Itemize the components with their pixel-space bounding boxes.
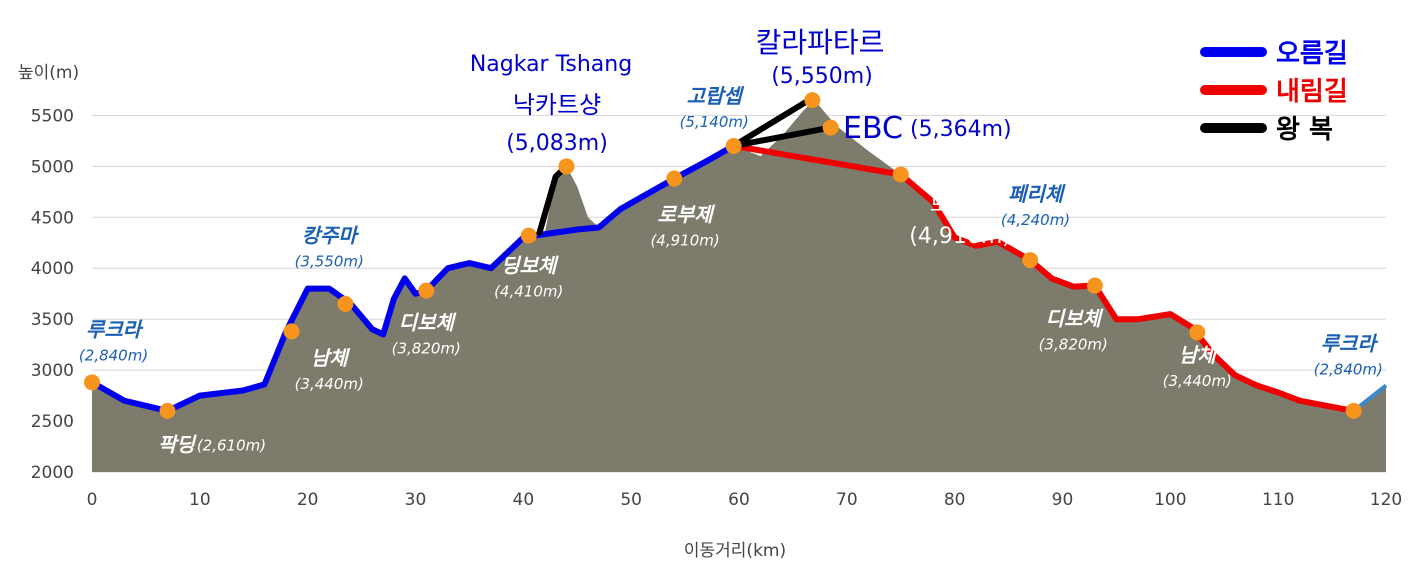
waypoint-label-altitude: (5,140m)	[680, 113, 749, 131]
x-tick-label: 10	[189, 490, 211, 510]
waypoint-marker	[159, 402, 176, 419]
route-lines	[89, 97, 1357, 414]
x-tick-label: 0	[87, 490, 98, 510]
waypoint-marker	[1022, 252, 1039, 269]
waypoint-marker	[418, 282, 435, 299]
waypoint-labels: 루크라 (2,840m) 팍딩 (2,610m) 남체 (3,440m) 캉주마 (3,550…	[79, 84, 1383, 456]
waypoint-label-name: 로부제	[930, 192, 991, 217]
waypoint-marker	[892, 166, 909, 183]
x-tick-label: 110	[1262, 490, 1294, 510]
x-axis-title: 이동거리(km)	[684, 541, 786, 561]
y-tick-label: 2500	[31, 412, 74, 432]
x-tick-label: 70	[836, 490, 858, 510]
y-axis-title: 높이(m)	[18, 63, 79, 83]
waypoint-label-name: 캉주마	[302, 224, 360, 248]
series-line-2	[730, 97, 813, 149]
waypoint-marker	[84, 374, 100, 391]
y-tick-label: 2000	[31, 463, 74, 483]
waypoint-marker	[804, 92, 821, 109]
nagkar-english-label: Nagkar Tshang	[470, 52, 632, 77]
waypoint-label-altitude: (4,910m)	[909, 224, 1011, 249]
series-line-0	[89, 142, 737, 414]
waypoint-label-name: 디보체	[1046, 306, 1104, 330]
waypoint-label-name: 팍딩	[158, 433, 197, 457]
waypoint-marker	[1345, 402, 1362, 419]
waypoint-label-altitude: (3,440m)	[295, 375, 364, 393]
waypoint-marker	[337, 295, 354, 312]
waypoint-marker	[822, 119, 839, 136]
waypoint-label-name: 루크라	[1321, 332, 1379, 356]
y-tick-labels: 2000 2500 3000 3500 4000 4500 5000 5500	[31, 106, 74, 483]
waypoint-label-name: 남체	[311, 346, 350, 370]
x-tick-label: 80	[944, 490, 966, 510]
x-tick-label: 100	[1154, 490, 1186, 510]
waypoint-label-name: 딩보체	[501, 253, 559, 277]
y-tick-label: 4500	[31, 208, 74, 228]
ebc-label: EBC	[843, 111, 903, 146]
waypoint-label-altitude: (2,610m)	[197, 437, 266, 455]
waypoint-label-altitude: (3,820m)	[1039, 335, 1108, 353]
x-tick-label: 120	[1370, 490, 1402, 510]
series-line-1	[730, 142, 1357, 414]
waypoint-marker	[520, 227, 537, 244]
waypoint-markers	[84, 92, 1362, 419]
waypoint-marker	[1086, 277, 1103, 294]
waypoint-label-altitude: (2,840m)	[1314, 361, 1383, 379]
x-tick-labels: 0 10 20 30 40 50 60 70 80 90 100 110 120	[87, 490, 1403, 510]
waypoint-marker	[666, 170, 683, 187]
waypoint-label-altitude: (2,840m)	[79, 346, 148, 364]
ebc-altitude: (5,364m)	[910, 117, 1012, 142]
y-tick-label: 3500	[31, 310, 74, 330]
waypoint-label-name: 페리체	[1008, 182, 1066, 206]
waypoint-label-altitude: (4,910m)	[650, 231, 719, 249]
legend-label: 왕 복	[1276, 115, 1333, 145]
waypoint-label-altitude: (3,820m)	[392, 339, 461, 357]
waypoint-label-name: 루크라	[86, 317, 144, 341]
kala-patthar-altitude: (5,550m)	[771, 64, 873, 89]
waypoint-marker	[558, 158, 575, 175]
waypoint-marker	[1189, 324, 1206, 341]
x-tick-label: 20	[297, 490, 319, 510]
terrain-area	[92, 100, 1386, 472]
x-tick-label: 40	[513, 490, 535, 510]
x-tick-label: 30	[405, 490, 427, 510]
waypoint-label-altitude: (4,410m)	[494, 282, 563, 300]
waypoint-label-altitude: (4,240m)	[1001, 211, 1070, 229]
waypoint-marker	[725, 137, 742, 154]
nagkar-korean-label: 낙카트샹	[513, 91, 601, 119]
y-tick-label: 5500	[31, 106, 74, 126]
x-tick-label: 60	[728, 490, 750, 510]
waypoint-label-altitude: (3,440m)	[1163, 372, 1232, 390]
legend-label: 내림길	[1276, 77, 1348, 107]
waypoint-label-name: 남체	[1179, 343, 1218, 367]
legend-label: 오름길	[1276, 39, 1348, 69]
waypoint-label-altitude: (3,550m)	[295, 253, 364, 271]
nagkar-altitude-label: (5,083m)	[506, 131, 608, 156]
x-tick-label: 90	[1052, 490, 1074, 510]
y-tick-label: 4000	[31, 259, 74, 279]
waypoint-label-name: 고랍셉	[687, 84, 745, 108]
waypoint-marker	[283, 323, 300, 340]
y-tick-label: 5000	[31, 157, 74, 177]
series-line-2	[730, 124, 834, 149]
y-tick-label: 3000	[31, 361, 74, 381]
waypoint-label-name: 디보체	[399, 310, 457, 334]
waypoint-label-name: 로부제	[657, 202, 715, 226]
kala-patthar-label: 칼라파타르	[756, 26, 885, 59]
x-tick-label: 50	[620, 490, 642, 510]
